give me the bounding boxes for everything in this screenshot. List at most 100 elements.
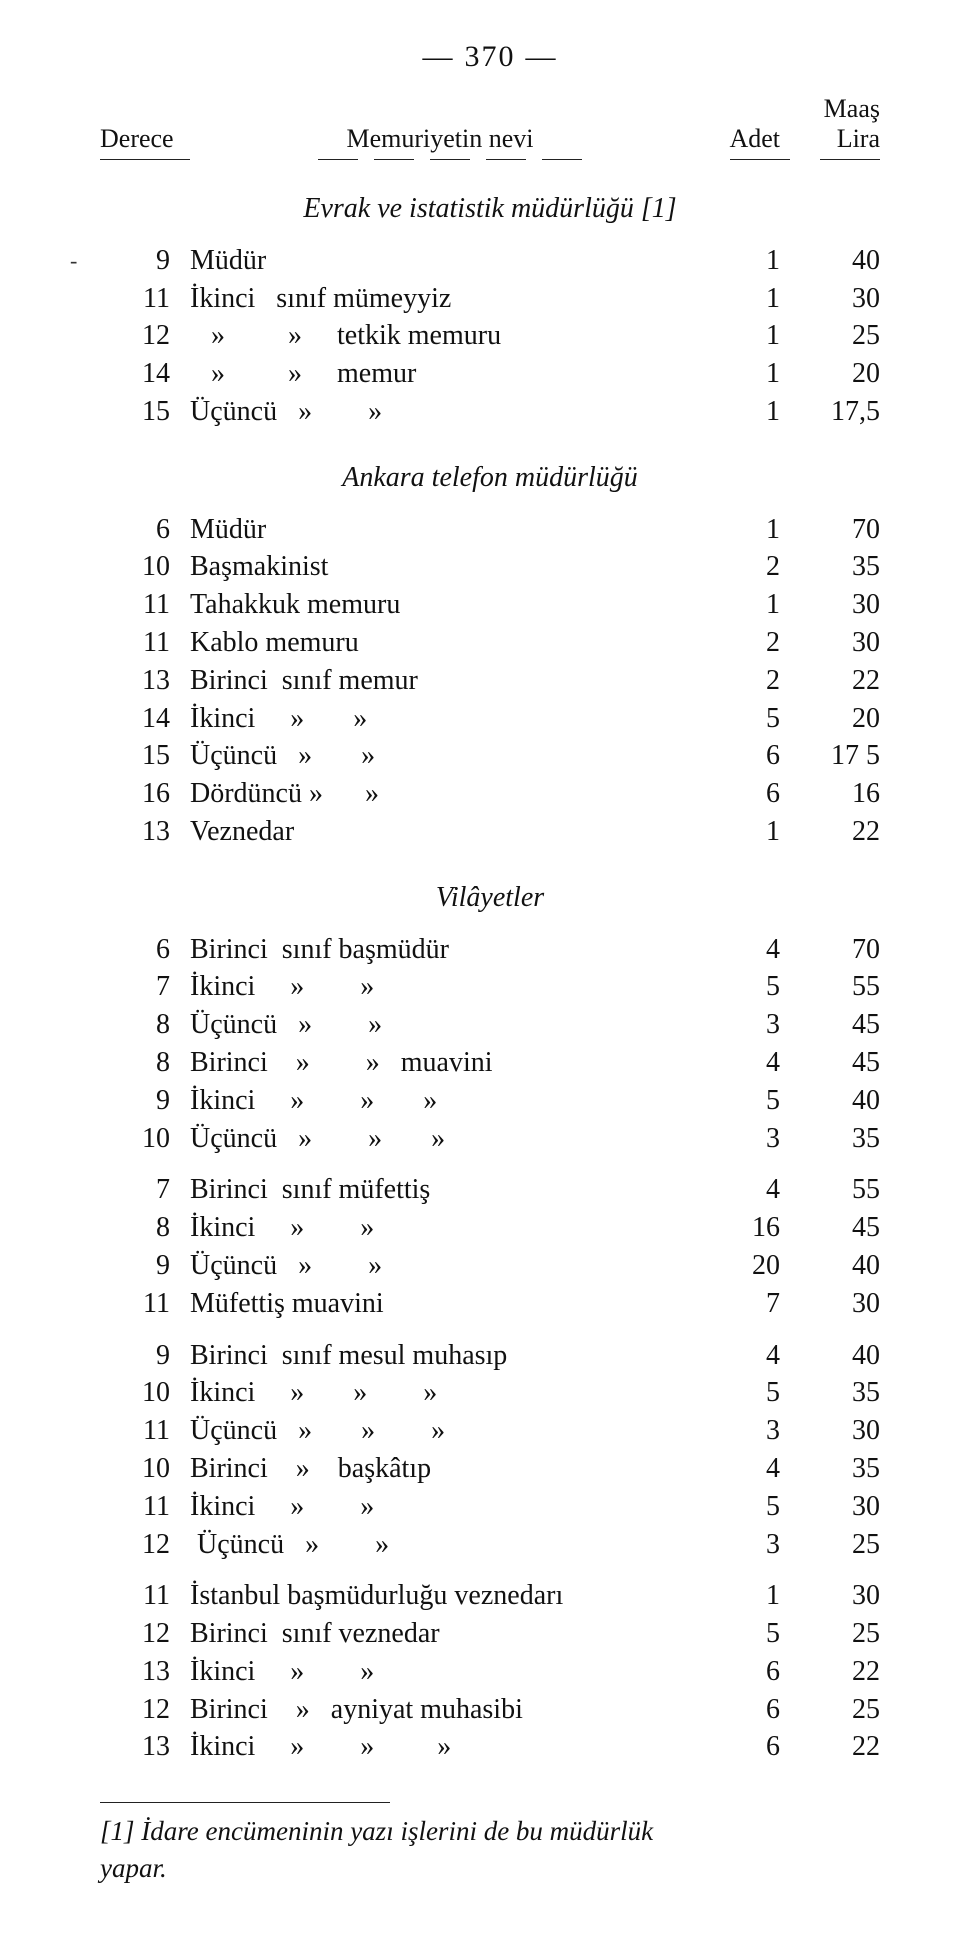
table-row: 7İkinci » »555 [100, 968, 880, 1006]
cell-adet: 1 [700, 393, 790, 431]
table-row: 16Dördüncü » »616 [100, 775, 880, 813]
cell-adet: 4 [700, 1044, 790, 1082]
cell-maas: 22 [790, 1728, 880, 1766]
cell-desc: Birinci sınıf mesul muhasıp [190, 1337, 700, 1375]
cell-derece: 10 [100, 1450, 190, 1488]
cell-derece: 10 [100, 548, 190, 586]
footnote-line1: [1] İdare encümeninin yazı işlerini de b… [100, 1813, 880, 1849]
cell-derece: 15 [100, 393, 190, 431]
cell-adet: 3 [700, 1006, 790, 1044]
cell-adet: 5 [700, 700, 790, 738]
cell-desc: İkinci » » [190, 1488, 700, 1526]
cell-derece: 12 [100, 317, 190, 355]
page: — 370 — Maaş Derece Memuriyetin nevi Ade… [0, 0, 960, 1946]
cell-desc: Müfettiş muavini [190, 1285, 700, 1323]
header-maas: Lira [790, 124, 880, 154]
cell-adet: 4 [700, 1171, 790, 1209]
section-title: Ankara telefon müdürlüğü [100, 459, 880, 497]
cell-adet: 6 [700, 1691, 790, 1729]
cell-desc: İkinci » » [190, 1209, 700, 1247]
cell-adet: 5 [700, 1488, 790, 1526]
cell-desc: Üçüncü » » [190, 393, 700, 431]
cell-maas: 45 [790, 1209, 880, 1247]
cell-desc: Birinci sınıf başmüdür [190, 931, 700, 969]
group-gap [100, 1157, 880, 1171]
cell-desc: Üçüncü » » [190, 1006, 700, 1044]
cell-derece: 12 [100, 1526, 190, 1564]
cell-maas: 22 [790, 662, 880, 700]
cell-maas: 25 [790, 317, 880, 355]
cell-desc: Başmakinist [190, 548, 700, 586]
cell-maas: 40 [790, 1247, 880, 1285]
cell-maas: 45 [790, 1006, 880, 1044]
table-row: 11Üçüncü » » »330 [100, 1412, 880, 1450]
table-row: 6Müdür170 [100, 511, 880, 549]
cell-desc: Müdür [190, 511, 700, 549]
cell-adet: 2 [700, 624, 790, 662]
table-header: Derece Memuriyetin nevi Adet Lira [100, 124, 880, 154]
table-row: 9Müdür140 [100, 242, 880, 280]
cell-maas: 20 [790, 355, 880, 393]
cell-derece: 11 [100, 280, 190, 318]
cell-derece: 8 [100, 1209, 190, 1247]
cell-maas: 70 [790, 931, 880, 969]
cell-adet: 2 [700, 548, 790, 586]
table-row: 14İkinci » »520 [100, 700, 880, 738]
cell-adet: 20 [700, 1247, 790, 1285]
cell-desc: Birinci sınıf memur [190, 662, 700, 700]
cell-desc: Veznedar [190, 813, 700, 851]
cell-derece: 7 [100, 968, 190, 1006]
table-row: 11Müfettiş muavini730 [100, 1285, 880, 1323]
cell-adet: 4 [700, 1337, 790, 1375]
cell-maas: 30 [790, 1285, 880, 1323]
dash-right: — [516, 40, 568, 74]
cell-adet: 1 [700, 511, 790, 549]
cell-derece: 11 [100, 1577, 190, 1615]
cell-adet: 6 [700, 775, 790, 813]
cell-desc: Üçüncü » » » [190, 1412, 700, 1450]
table-row: 9İkinci » » »540 [100, 1082, 880, 1120]
table-row: 12Birinci » ayniyat muhasibi625 [100, 1691, 880, 1729]
cell-maas: 55 [790, 968, 880, 1006]
cell-derece: 14 [100, 700, 190, 738]
section-title: Vilâyetler [100, 879, 880, 917]
cell-adet: 5 [700, 1615, 790, 1653]
header-adet: Adet [690, 124, 790, 154]
table-row: 10Üçüncü » » »335 [100, 1120, 880, 1158]
cell-desc: İkinci » » [190, 700, 700, 738]
cell-derece: 9 [100, 1082, 190, 1120]
cell-derece: 16 [100, 775, 190, 813]
cell-adet: 2 [700, 662, 790, 700]
cell-adet: 5 [700, 1082, 790, 1120]
cell-adet: 1 [700, 1577, 790, 1615]
cell-desc: Birinci » başkâtıp [190, 1450, 700, 1488]
cell-desc: Üçüncü » » [190, 737, 700, 775]
table-row: 11İkinci » »530 [100, 1488, 880, 1526]
header-nevi: Memuriyetin nevi [230, 124, 690, 154]
cell-desc: İkinci » » » [190, 1374, 700, 1412]
cell-maas: 30 [790, 1577, 880, 1615]
page-number-value: 370 [465, 40, 516, 74]
cell-maas: 35 [790, 1374, 880, 1412]
cell-maas: 30 [790, 280, 880, 318]
cell-adet: 4 [700, 1450, 790, 1488]
table-row: 15Üçüncü » »117,5 [100, 393, 880, 431]
cell-adet: 16 [700, 1209, 790, 1247]
footnote-rule [100, 1802, 390, 1803]
cell-adet: 1 [700, 242, 790, 280]
cell-adet: 6 [700, 737, 790, 775]
cell-adet: 5 [700, 968, 790, 1006]
cell-adet: 1 [700, 317, 790, 355]
cell-derece: 14 [100, 355, 190, 393]
cell-maas: 40 [790, 242, 880, 280]
table-row: 15Üçüncü » »617 5 [100, 737, 880, 775]
cell-derece: 8 [100, 1006, 190, 1044]
table-body: Evrak ve istatistik müdürlüğü [1]9Müdür1… [100, 190, 880, 1766]
cell-adet: 7 [700, 1285, 790, 1323]
cell-desc: Üçüncü » » [190, 1526, 700, 1564]
cell-adet: 6 [700, 1653, 790, 1691]
header-derece: Derece [100, 124, 230, 154]
cell-maas: 35 [790, 1450, 880, 1488]
cell-maas: 55 [790, 1171, 880, 1209]
table-row: 8Üçüncü » »345 [100, 1006, 880, 1044]
